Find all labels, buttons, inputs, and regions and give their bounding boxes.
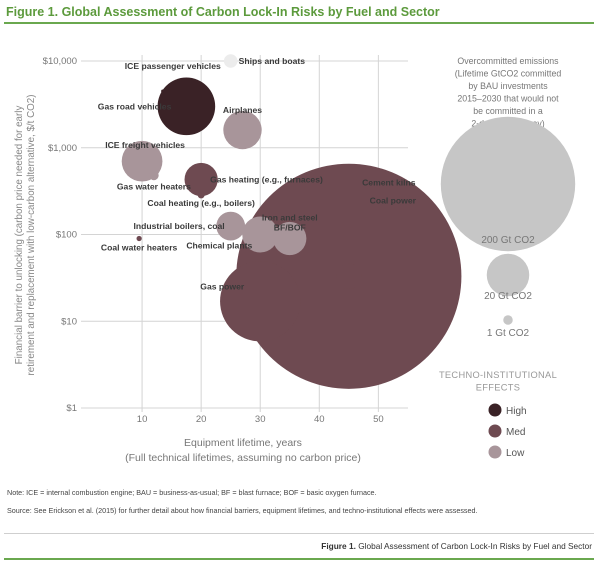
color-legend-label: Low [506,448,525,459]
bubble-cement-kilns [336,263,362,289]
size-legend-circle-20-gt-co2 [486,253,530,297]
caption-prefix: Figure 1. [321,541,356,551]
size-legend-circle-200-gt-co2 [440,116,576,252]
title-rule [4,22,594,24]
point-label-coal-water-heaters: Coal water heaters [101,242,178,252]
size-legend-circle-1-gt-co2 [503,315,513,325]
y-tick-label: $10 [61,316,77,327]
size-legend-title-line: be committed in a [473,106,543,116]
color-legend-swatch-low [488,445,502,459]
y-axis-label-line: Financial barrier to unlocking (carbon p… [14,106,25,365]
x-tick-label: 50 [373,414,384,425]
color-legend-title-line: EFFECTS [476,383,520,393]
color-legend-title-line: TECHNO-INSTITUTIONAL [439,370,557,380]
bubble-coal-water-heaters [136,235,142,242]
x-axis-label: Equipment lifetime, years [184,437,302,449]
point-label-ships-and-boats: Ships and boats [239,56,306,66]
caption-rule [4,533,594,534]
point-label-airplanes: Airplanes [223,105,262,115]
size-legend-label: 1 Gt CO2 [487,328,530,339]
point-label-gas-power: Gas power [200,281,245,291]
x-axis-sublabel: (Full technical lifetimes, assuming no c… [125,452,361,464]
y-tick-label: $1,000 [48,143,77,154]
y-tick-label: $100 [56,230,77,241]
point-label-gas-road-vehicles: Gas road vehicles [98,101,172,111]
color-legend-swatch-high [488,403,502,417]
point-label-chemical-plants: Chemical plants [186,241,252,251]
point-label-gas-heating-e-g-furnaces: Gas heating (e.g., furnaces) [210,175,323,185]
y-axis-label: Financial barrier to unlocking (carbon p… [14,95,37,376]
bubble-ice-passenger-vehicles [161,89,165,93]
bubble-industrial-boilers-coal [216,211,246,241]
point-label-coal-heating-e-g-boilers: Coal heating (e.g., boilers) [147,198,255,208]
bubble-ships-and-boats [223,54,238,68]
point-label-industrial-boilers-coal: Industrial boilers, coal [133,221,224,231]
figure-source: Source: See Erickson et al. (2015) for f… [7,506,478,515]
size-legend-title-line: Overcommitted emissions [457,56,559,66]
color-legend-label: Med [506,427,525,438]
size-legend-title-line: by BAU investments [468,81,548,91]
x-tick-label: 20 [196,414,207,425]
bubble-gas-power [220,261,301,342]
color-legend-label: High [506,406,527,417]
caption-text: Global Assessment of Carbon Lock-In Risk… [358,541,592,551]
figure-title: Figure 1. Global Assessment of Carbon Lo… [6,5,440,19]
size-legend-title-line: 2015–2030 that would not [457,94,559,104]
x-tick-label: 10 [137,414,148,425]
y-axis-label-line: retirement and replacement with low-carb… [26,95,37,376]
point-label-iron-and-steel: Iron and steel [262,212,318,222]
bubble-chemical-plants [242,216,279,253]
point-label-gas-water-heaters: Gas water heaters [117,181,191,191]
point-label-coal-power: Coal power [370,195,417,205]
bubble-gas-water-heaters [149,170,159,181]
x-tick-label: 30 [255,414,266,425]
bubble-iron-and-steel-bf-bof [273,221,307,256]
color-legend-swatch-med [488,424,502,438]
bubble-airplanes [223,110,262,150]
y-tick-label: $1 [66,403,77,414]
point-label-bf-bof: BF/BOF [274,222,306,232]
size-legend-label: 20 Gt CO2 [484,291,532,302]
point-label-ice-freight-vehicles: ICE freight vehicles [105,140,185,150]
bubble-coal-heating-e-g-boilers [197,191,205,199]
x-tick-label: 40 [314,414,325,425]
figure-note: Note: ICE = internal combustion engine; … [7,488,377,497]
bubble-gas-road-vehicles [157,77,216,136]
size-legend-label: 200 Gt CO2 [481,235,535,246]
point-label-cement-kilns: Cement kilns [362,177,416,187]
point-label-ice-passenger-vehicles: ICE passenger vehicles [125,61,221,71]
y-tick-label: $10,000 [43,56,77,67]
figure-caption: Figure 1. Global Assessment of Carbon Lo… [321,541,592,551]
footer-rule [4,558,594,560]
size-legend-title-line: (Lifetime GtCO2 committed [455,69,562,79]
bubble-gas-heating-e-g-furnaces [184,162,218,197]
